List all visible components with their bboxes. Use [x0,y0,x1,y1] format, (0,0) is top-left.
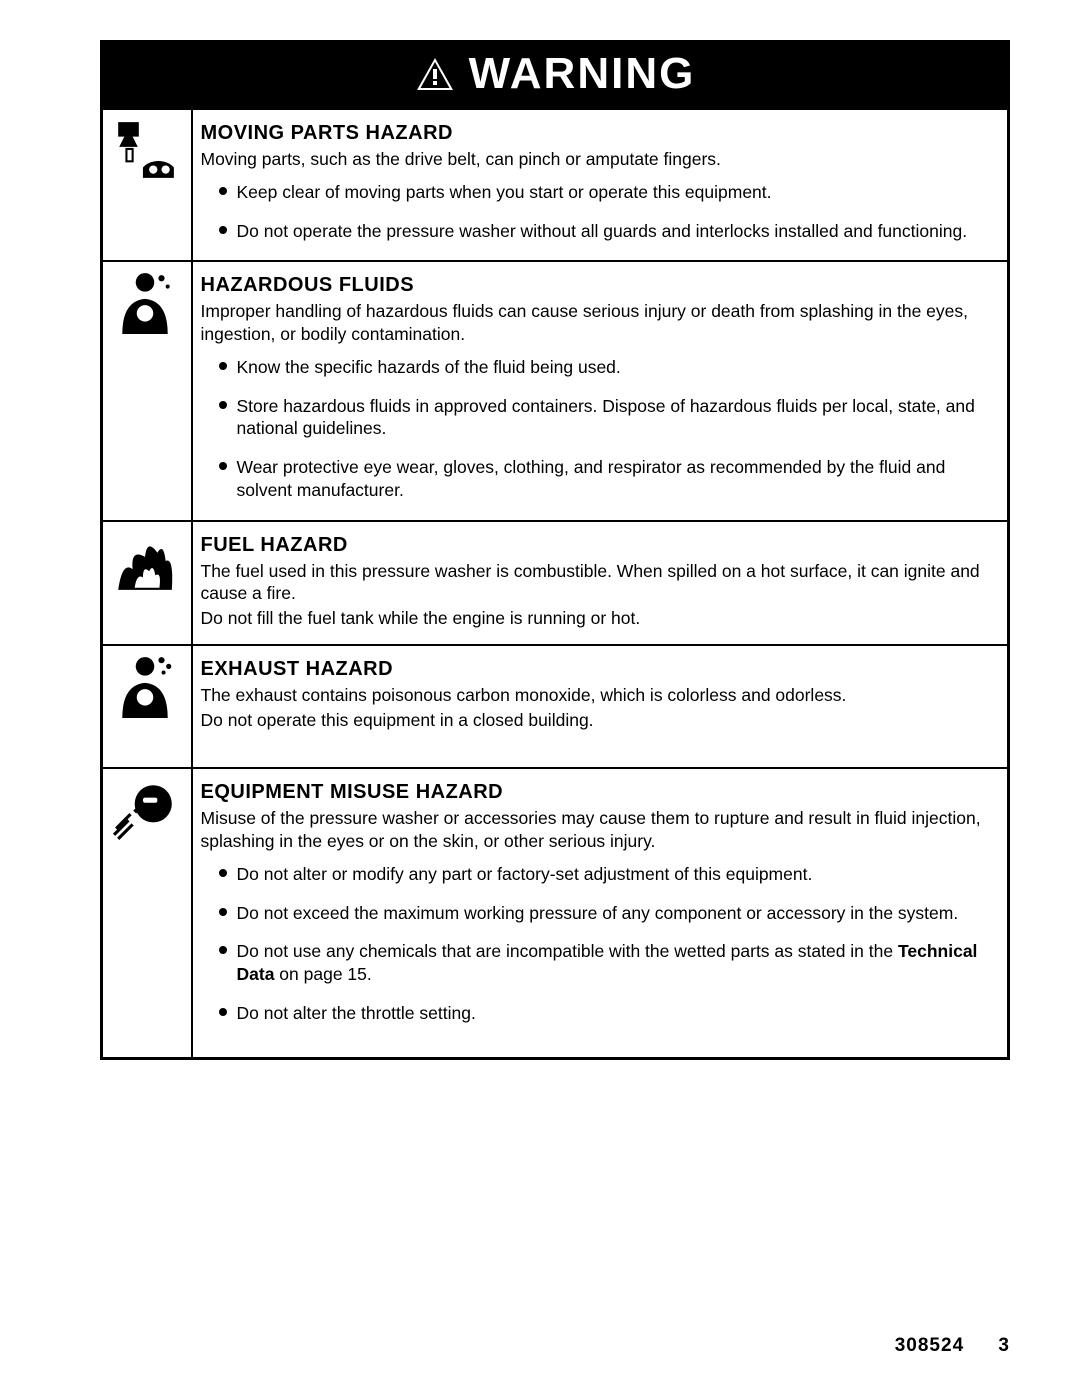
hazard-heading: EXHAUST HAZARD [201,656,996,682]
exhaust-icon [112,654,178,720]
hazardous-fluids-icon [112,270,178,336]
bullet-item: Keep clear of moving parts when you star… [219,181,996,204]
hazard-extra: Do not operate this equipment in a close… [201,709,996,732]
bullet-item: Do not use any chemicals that are incomp… [219,940,996,986]
hazard-intro: Misuse of the pressure washer or accesso… [201,807,996,853]
icon-cell [102,768,192,1058]
bullet-item: Do not exceed the maximum working pressu… [219,902,996,925]
hazard-intro: Moving parts, such as the drive belt, ca… [201,148,996,171]
hazard-intro: The exhaust contains poisonous carbon mo… [201,684,996,707]
warning-table: WARNING MOVING PARTS HAZARD Moving parts… [100,40,1010,1060]
content-cell: EXHAUST HAZARD The exhaust contains pois… [192,645,1009,769]
content-cell: MOVING PARTS HAZARD Moving parts, such a… [192,109,1009,262]
bullet-item: Do not alter or modify any part or facto… [219,863,996,886]
hazard-row-moving-parts: MOVING PARTS HAZARD Moving parts, such a… [102,109,1009,262]
bullet-list: Know the specific hazards of the fluid b… [201,356,996,502]
bullet-list: Do not alter or modify any part or facto… [201,863,996,1025]
hazard-row-fuel: FUEL HAZARD The fuel used in this pressu… [102,521,1009,645]
icon-cell [102,261,192,520]
hazard-heading: HAZARDOUS FLUIDS [201,272,996,298]
bullet-post: on page 15. [274,964,371,984]
fire-icon [112,530,178,596]
hazard-intro: Improper handling of hazardous fluids ca… [201,300,996,346]
icon-cell [102,645,192,769]
bullet-pre: Do not use any chemicals that are incomp… [237,941,898,961]
bullet-item: Do not operate the pressure washer witho… [219,220,996,243]
bullet-list: Keep clear of moving parts when you star… [201,181,996,243]
bullet-item: Wear protective eye wear, gloves, clothi… [219,456,996,502]
page-footer: 308524 3 [895,1335,1010,1357]
content-cell: HAZARDOUS FLUIDS Improper handling of ha… [192,261,1009,520]
warning-header-row: WARNING [102,42,1009,109]
bullet-item: Do not alter the throttle setting. [219,1002,996,1025]
hazard-row-misuse: EQUIPMENT MISUSE HAZARD Misuse of the pr… [102,768,1009,1058]
warning-header-cell: WARNING [102,42,1009,109]
icon-cell [102,109,192,262]
content-cell: FUEL HAZARD The fuel used in this pressu… [192,521,1009,645]
hazard-heading: MOVING PARTS HAZARD [201,120,996,146]
icon-cell [102,521,192,645]
hazard-heading: EQUIPMENT MISUSE HAZARD [201,779,996,805]
moving-parts-icon [112,118,178,184]
misuse-icon [112,777,178,843]
warning-title-wrap: WARNING [415,49,696,99]
bullet-item: Know the specific hazards of the fluid b… [219,356,996,379]
hazard-row-exhaust: EXHAUST HAZARD The exhaust contains pois… [102,645,1009,769]
hazard-heading: FUEL HAZARD [201,532,996,558]
page-number: 3 [998,1335,1010,1356]
content-cell: EQUIPMENT MISUSE HAZARD Misuse of the pr… [192,768,1009,1058]
hazard-extra: Do not fill the fuel tank while the engi… [201,607,996,630]
alert-icon [415,56,455,92]
hazard-intro: The fuel used in this pressure washer is… [201,560,996,606]
hazard-row-hazardous-fluids: HAZARDOUS FLUIDS Improper handling of ha… [102,261,1009,520]
warning-title-text: WARNING [469,49,696,99]
bullet-item: Store hazardous fluids in approved conta… [219,395,996,441]
doc-number: 308524 [895,1335,964,1356]
